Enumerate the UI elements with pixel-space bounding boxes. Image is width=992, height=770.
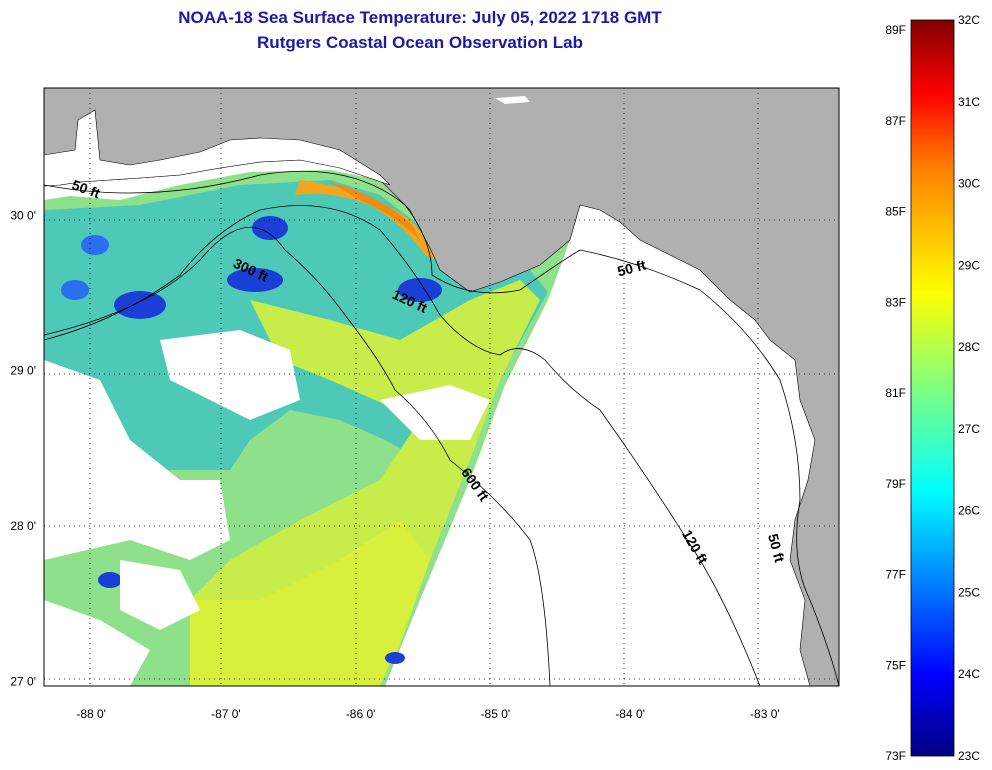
bathymetry-contours	[44, 170, 839, 686]
depth-contour-label: 50 ft	[616, 256, 648, 279]
latitude-axis: 30 0' 29 0' 28 0' 27 0'	[10, 208, 36, 688]
lat-tick-label: 27 0'	[10, 674, 36, 688]
colorbar-f-label: 77F	[885, 568, 906, 582]
longitude-axis: -88 0' -87 0' -86 0' -85 0' -84 0' -83 0'	[76, 707, 779, 721]
colorbar-f-label: 85F	[885, 205, 906, 219]
colorbar-f-label: 89F	[885, 23, 906, 37]
colorbar-celsius-labels: 32C 31C 30C 29C 28C 27C 26C 25C 24C 23C	[958, 13, 980, 763]
colorbar-c-label: 27C	[958, 422, 980, 436]
lon-tick-label: -88 0'	[76, 707, 106, 721]
bay-water	[44, 109, 391, 187]
lat-tick-label: 29 0'	[10, 364, 36, 378]
sst-swath	[44, 170, 570, 686]
colorbar-f-label: 73F	[885, 749, 906, 763]
colorbar-f-label: 87F	[885, 114, 906, 128]
colorbar-c-label: 23C	[958, 749, 980, 763]
lat-tick-label: 30 0'	[10, 208, 36, 222]
map-title: NOAA-18 Sea Surface Temperature: July 05…	[178, 8, 662, 27]
colorbar-c-label: 26C	[958, 504, 980, 518]
lon-tick-label: -87 0'	[211, 707, 241, 721]
colorbar-c-label: 30C	[958, 177, 980, 191]
colorbar-c-label: 32C	[958, 13, 980, 27]
colorbar	[910, 19, 955, 757]
colorbar-c-label: 29C	[958, 258, 980, 272]
lat-tick-label: 28 0'	[10, 519, 36, 533]
map-frame	[43, 87, 840, 687]
colorbar-c-label: 24C	[958, 667, 980, 681]
map-subtitle: Rutgers Coastal Ocean Observation Lab	[257, 33, 583, 52]
colorbar-c-label: 31C	[958, 95, 980, 109]
colorbar-f-label: 79F	[885, 477, 906, 491]
colorbar-fahrenheit-labels: 89F 87F 85F 83F 81F 79F 77F 75F 73F	[885, 23, 906, 763]
colorbar-c-label: 25C	[958, 585, 980, 599]
lon-tick-label: -85 0'	[481, 707, 511, 721]
colorbar-f-label: 75F	[885, 658, 906, 672]
lon-tick-label: -83 0'	[750, 707, 780, 721]
colorbar-c-label: 28C	[958, 340, 980, 354]
colorbar-f-label: 81F	[885, 386, 906, 400]
depth-contour-label: 50 ft	[765, 532, 788, 564]
lon-tick-label: -86 0'	[346, 707, 376, 721]
lon-tick-label: -84 0'	[615, 707, 645, 721]
colorbar-f-label: 83F	[885, 295, 906, 309]
